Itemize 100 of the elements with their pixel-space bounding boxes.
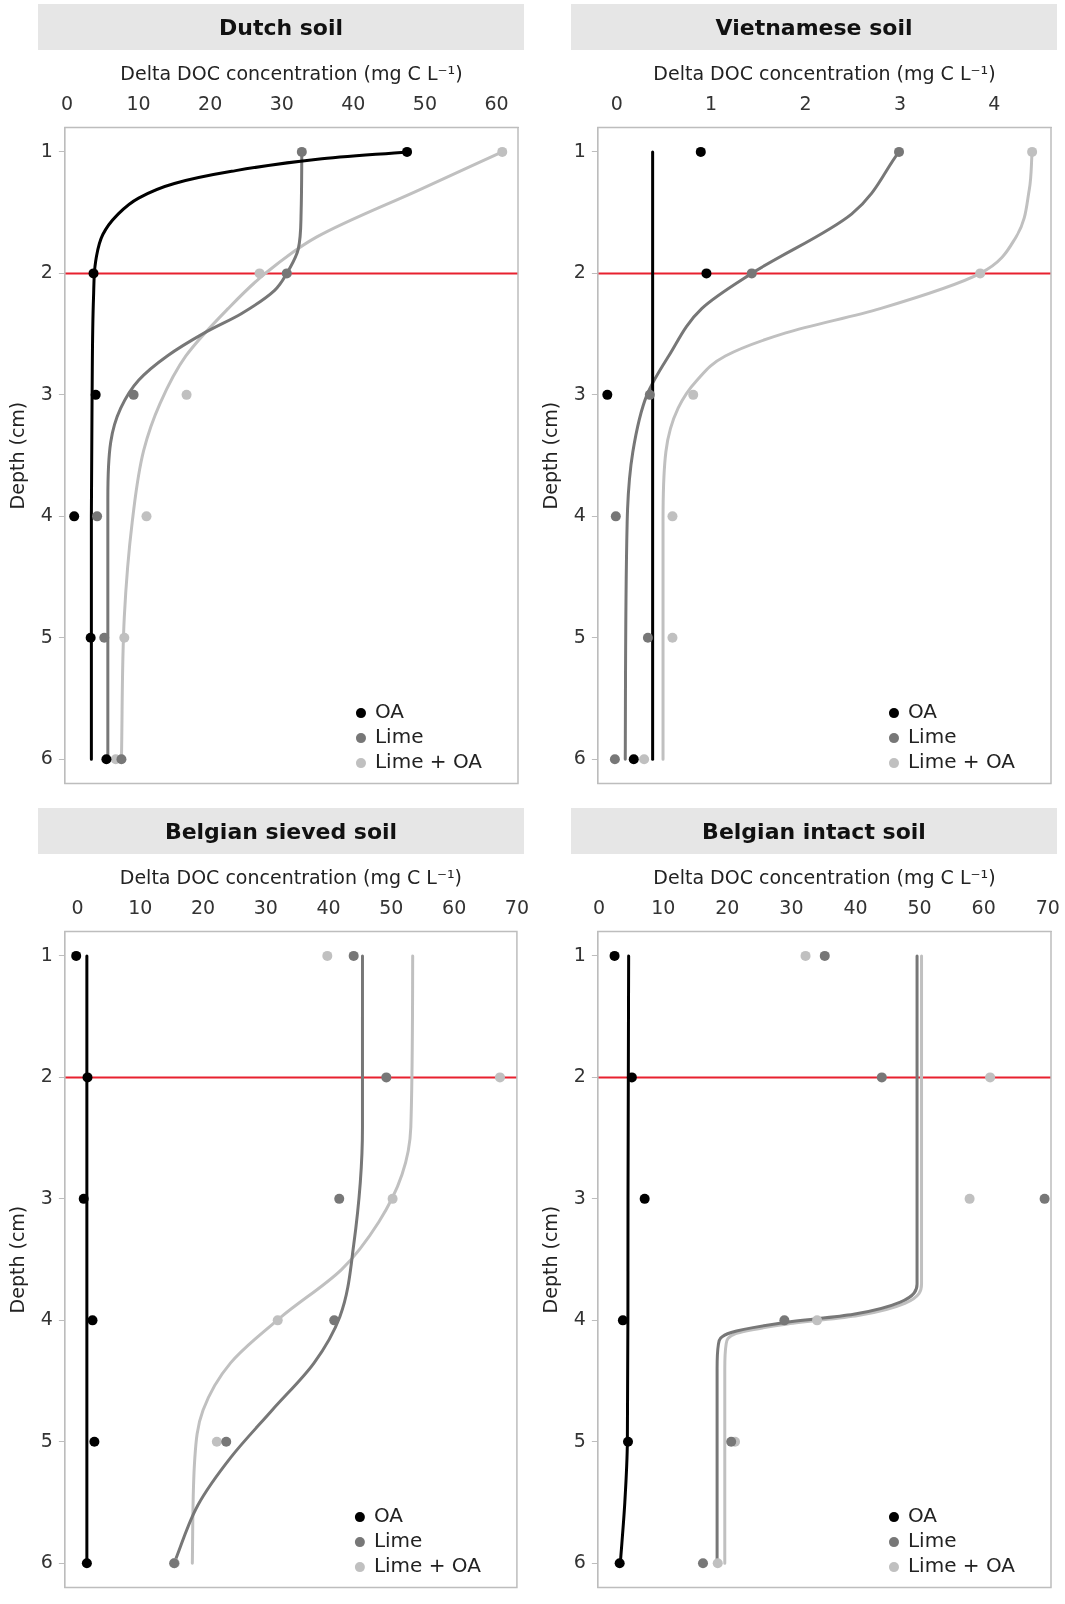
point: [181, 389, 192, 400]
y-tick-label: 5: [573, 624, 586, 647]
legend-label: Lime: [374, 724, 424, 749]
point: [695, 146, 706, 157]
point: [975, 268, 986, 279]
point: [667, 511, 678, 522]
y-axis-title: Depth (cm): [6, 1205, 29, 1314]
x-tick-label: 10: [128, 896, 153, 919]
point: [99, 632, 110, 643]
y-tick-label: 3: [40, 1185, 53, 1208]
x-tick-label: 4: [988, 92, 1001, 115]
point: [667, 632, 678, 643]
x-tick-label: 10: [126, 92, 151, 115]
x-tick-label: 50: [907, 896, 932, 919]
y-tick-label: 5: [573, 1428, 586, 1451]
y-tick-label: 2: [40, 260, 53, 283]
point: [296, 146, 307, 157]
y-tick-label: 4: [40, 1307, 53, 1330]
x-tick-label: 0: [71, 896, 84, 919]
x-axis-title: Delta DOC concentration (mg C L⁻¹): [119, 866, 463, 889]
chart-title: Dutch soil: [38, 4, 524, 50]
x-tick-label: 2: [799, 92, 812, 115]
point: [623, 1436, 634, 1447]
legend-label: Lime: [907, 724, 957, 749]
x-tick-label: 70: [1035, 896, 1060, 919]
chart-title: Belgian sieved soil: [38, 808, 524, 854]
point: [614, 1558, 625, 1569]
point: [402, 146, 413, 157]
x-tick-label: 50: [412, 92, 438, 115]
y-axis-title: Depth (cm): [539, 401, 562, 510]
x-axis-title: Delta DOC concentration (mg C L⁻¹): [120, 62, 463, 85]
x-tick-label: 70: [504, 896, 530, 919]
legend-label: Lime + OA: [373, 1553, 482, 1578]
point: [272, 1315, 283, 1326]
y-tick-label: 1: [40, 942, 53, 965]
point: [211, 1436, 222, 1447]
point: [85, 632, 96, 643]
y-tick-label: 1: [573, 942, 586, 965]
point: [642, 632, 653, 643]
point: [82, 1072, 93, 1083]
x-tick-label: 40: [316, 896, 341, 919]
x-tick-label: 20: [198, 92, 223, 115]
point: [1039, 1193, 1050, 1204]
legend-label: Lime + OA: [907, 1553, 1016, 1578]
y-tick-label: 1: [40, 138, 53, 161]
point: [876, 1072, 887, 1083]
x-tick-label: 60: [971, 896, 996, 919]
x-tick-label: 0: [610, 92, 623, 115]
point: [602, 389, 613, 400]
point: [381, 1072, 392, 1083]
legend-label: OA: [374, 699, 405, 724]
x-tick-label: 40: [341, 92, 366, 115]
y-tick-label: 3: [573, 381, 586, 404]
point: [712, 1558, 723, 1569]
x-tick-label: 3: [893, 92, 907, 115]
y-tick-label: 2: [573, 260, 586, 283]
point: [387, 1193, 398, 1204]
point: [101, 754, 112, 765]
point: [69, 511, 80, 522]
x-tick-label: 60: [442, 896, 467, 919]
point: [90, 389, 101, 400]
y-tick-label: 2: [40, 1064, 53, 1087]
x-axis-title: Delta DOC concentration (mg C L⁻¹): [653, 62, 996, 85]
y-axis-title: Depth (cm): [6, 401, 29, 510]
point: [78, 1193, 89, 1204]
x-tick-label: 20: [715, 896, 740, 919]
point: [626, 1072, 637, 1083]
legend-label: Lime + OA: [907, 749, 1016, 774]
point: [322, 950, 333, 961]
point: [894, 146, 905, 157]
point: [819, 950, 830, 961]
x-tick-label: 40: [843, 896, 868, 919]
point: [254, 268, 265, 279]
point: [92, 511, 103, 522]
y-tick-label: 6: [573, 1550, 586, 1573]
point: [81, 1558, 92, 1569]
point: [800, 950, 811, 961]
y-tick-label: 5: [40, 1428, 53, 1451]
point: [644, 389, 655, 400]
point: [688, 389, 699, 400]
x-tick-label: 0: [60, 92, 74, 115]
point: [610, 511, 621, 522]
chart-title: Belgian intact soil: [571, 808, 1057, 854]
x-tick-label: 20: [190, 896, 216, 919]
point: [221, 1436, 232, 1447]
point: [119, 632, 130, 643]
y-tick-label: 3: [573, 1185, 586, 1208]
point: [116, 754, 127, 765]
y-axis-title: Depth (cm): [539, 1205, 562, 1314]
y-tick-label: 6: [573, 746, 586, 769]
point: [779, 1315, 790, 1326]
point: [726, 1436, 737, 1447]
point: [128, 389, 139, 400]
x-tick-label: 60: [484, 92, 509, 115]
point: [609, 950, 620, 961]
legend-label: OA: [907, 1503, 938, 1528]
y-tick-label: 6: [40, 1550, 53, 1573]
point: [639, 1193, 650, 1204]
point: [334, 1193, 345, 1204]
legend-label: OA: [907, 699, 938, 724]
